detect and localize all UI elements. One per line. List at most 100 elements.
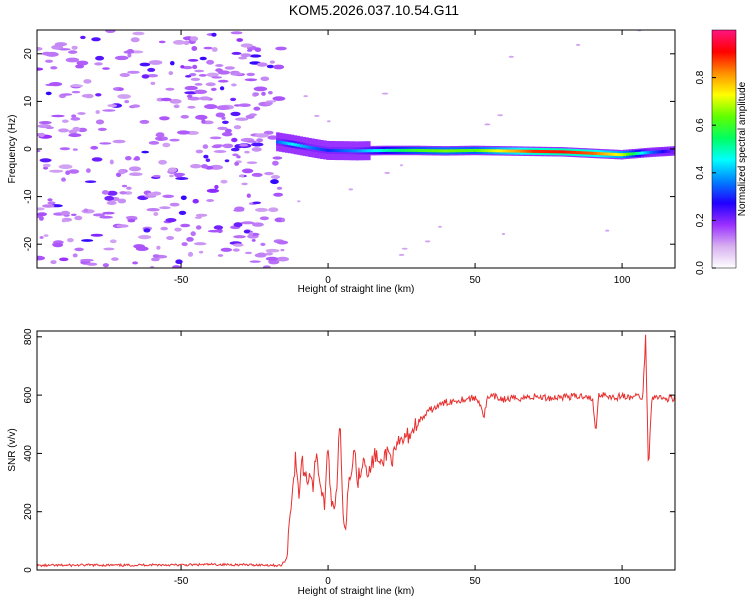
noise-blob bbox=[84, 93, 94, 99]
ridge-core bbox=[381, 149, 386, 152]
noise-blob bbox=[52, 242, 64, 248]
ridge-core bbox=[329, 149, 333, 152]
noise-blob bbox=[247, 49, 253, 52]
ridge-core bbox=[399, 148, 403, 152]
ridge-core bbox=[302, 144, 306, 148]
noise-blob bbox=[213, 225, 224, 230]
noise-blob bbox=[217, 254, 224, 257]
y-tick-label: 600 bbox=[23, 386, 34, 403]
noise-blob bbox=[270, 179, 279, 185]
ridge-core bbox=[484, 149, 489, 153]
noise-blob bbox=[266, 64, 274, 69]
noise-blob bbox=[224, 159, 230, 163]
noise-blob bbox=[241, 182, 248, 186]
ridge-core bbox=[420, 149, 424, 152]
y-tick-label: -10 bbox=[23, 189, 34, 204]
ridge-core bbox=[390, 148, 395, 152]
noise-blob bbox=[167, 167, 178, 173]
noise-blob bbox=[263, 130, 274, 135]
noise-blob bbox=[182, 65, 193, 70]
noise-blob bbox=[209, 136, 222, 140]
noise-blob bbox=[150, 81, 156, 85]
noise-blob bbox=[211, 47, 218, 52]
ridge-core bbox=[664, 149, 668, 153]
noise-blob bbox=[68, 133, 82, 138]
noise-blob bbox=[50, 66, 58, 70]
ridge-core bbox=[567, 150, 571, 154]
ridge-core bbox=[596, 152, 600, 156]
noise-blob bbox=[43, 234, 49, 237]
noise-blob bbox=[75, 64, 85, 69]
noise-blob bbox=[267, 135, 279, 140]
noise-blob bbox=[273, 64, 285, 70]
ridge-core bbox=[387, 148, 392, 152]
noise-blob bbox=[139, 119, 150, 124]
noise-blob bbox=[90, 233, 104, 237]
ridge-core bbox=[520, 149, 524, 153]
noise-blob bbox=[230, 72, 243, 76]
ridge-core bbox=[543, 150, 547, 154]
noise-blob bbox=[169, 174, 174, 178]
ridge-core bbox=[408, 148, 412, 152]
noise-blob bbox=[192, 64, 198, 70]
noise-blob bbox=[149, 265, 155, 268]
x-tick-label: -50 bbox=[174, 275, 189, 286]
noise-blob bbox=[190, 77, 201, 81]
noise-blob bbox=[268, 259, 280, 265]
noise-blob bbox=[173, 40, 186, 45]
ridge-core bbox=[443, 149, 448, 153]
noise-blob bbox=[401, 247, 408, 250]
noise-blob bbox=[117, 198, 127, 204]
noise-blob bbox=[210, 87, 217, 91]
noise-blob bbox=[92, 213, 106, 217]
noise-blob bbox=[206, 188, 220, 193]
noise-blob bbox=[180, 114, 189, 119]
noise-blob bbox=[246, 161, 258, 164]
noise-blob bbox=[165, 218, 177, 223]
ridge-core bbox=[634, 152, 639, 155]
snr-y-ticks: 0 200 400 600 800 bbox=[23, 328, 675, 573]
noise-blob bbox=[180, 195, 187, 201]
noise-blob bbox=[174, 173, 183, 178]
ridge-core bbox=[640, 151, 645, 155]
noise-blob bbox=[239, 143, 249, 147]
x-tick-label: 0 bbox=[325, 275, 331, 286]
ridge-core bbox=[670, 149, 674, 153]
noise-blob bbox=[254, 133, 269, 138]
noise-blob bbox=[72, 148, 78, 151]
ridge-core bbox=[293, 143, 298, 147]
noise-blob bbox=[189, 36, 199, 42]
noise-blob bbox=[68, 169, 80, 174]
noise-blob bbox=[121, 184, 128, 188]
noise-blob bbox=[215, 112, 226, 118]
ridge-core bbox=[370, 149, 374, 153]
x-tick-label: -50 bbox=[174, 576, 189, 587]
noise-blob bbox=[37, 212, 47, 217]
noise-blob bbox=[170, 61, 175, 66]
noise-blob bbox=[107, 104, 118, 108]
ridge-core bbox=[340, 149, 345, 153]
noise-blob bbox=[49, 82, 63, 87]
noise-blob bbox=[71, 90, 81, 94]
noise-blob bbox=[86, 262, 98, 266]
noise-blob bbox=[116, 172, 122, 178]
noise-blob bbox=[169, 138, 180, 142]
noise-blob bbox=[203, 46, 213, 50]
ridge-core bbox=[487, 149, 492, 153]
noise-blob bbox=[203, 154, 209, 159]
ridge-core bbox=[396, 148, 400, 152]
noise-blob bbox=[233, 235, 246, 239]
noise-blob bbox=[61, 177, 66, 182]
noise-blob bbox=[152, 254, 160, 258]
ridge-core bbox=[284, 141, 289, 145]
noise-blob bbox=[501, 233, 506, 235]
ridge-core bbox=[414, 148, 418, 152]
noise-blob bbox=[147, 74, 159, 78]
noise-blob bbox=[184, 85, 198, 91]
noise-blob bbox=[255, 207, 268, 212]
ridge-core bbox=[320, 148, 324, 151]
noise-blob bbox=[381, 92, 389, 95]
ridge-core bbox=[417, 149, 421, 152]
noise-blob bbox=[231, 83, 237, 87]
colorbar-gradient bbox=[711, 29, 737, 269]
